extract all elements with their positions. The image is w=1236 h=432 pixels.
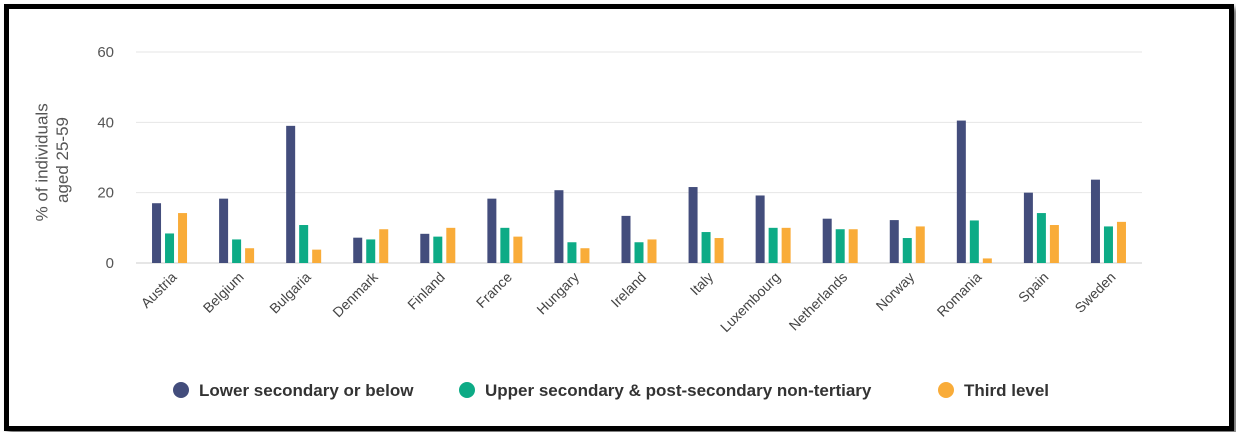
bar-luxembourg-series-1 xyxy=(755,195,765,263)
x-tick-label-finland: Finland xyxy=(404,269,448,313)
bar-bulgaria-series-2 xyxy=(299,225,309,263)
bar-luxembourg-series-3 xyxy=(781,227,791,263)
bar-norway-series-3 xyxy=(915,226,925,263)
bar-norway-series-2 xyxy=(902,238,912,263)
bar-bulgaria-series-3 xyxy=(312,249,322,263)
x-tick-label-belgium: Belgium xyxy=(200,269,247,316)
bar-france-series-3 xyxy=(513,236,523,263)
y-axis-title: % of individuals aged 25-59 xyxy=(33,99,72,222)
x-tick-label-austria: Austria xyxy=(138,269,180,311)
legend-label-series-3: Third level xyxy=(964,381,1049,400)
x-tick-label-romania: Romania xyxy=(934,269,985,320)
legend-marker-series-3 xyxy=(938,382,954,398)
bar-belgium-series-2 xyxy=(232,239,242,263)
bar-spain-series-3 xyxy=(1049,225,1059,263)
y-axis-ticks: 0 20 40 60 xyxy=(97,44,114,272)
x-tick-label-bulgaria: Bulgaria xyxy=(266,269,314,317)
bar-belgium-series-3 xyxy=(245,248,255,263)
x-axis-ticks: Austria Belgium Bulgaria Denmark Finland Fran… xyxy=(138,268,1119,335)
legend-marker-series-1 xyxy=(173,382,189,398)
x-tick-label-france: France xyxy=(473,269,515,311)
bar-italy-series-2 xyxy=(701,232,711,263)
legend-label-series-2: Upper secondary & post-secondary non-ter… xyxy=(485,381,872,400)
x-tick-label-sweden: Sweden xyxy=(1071,269,1118,316)
bar-belgium-series-1 xyxy=(219,198,229,263)
bar-france-series-1 xyxy=(487,198,497,263)
bar-spain-series-2 xyxy=(1036,213,1046,263)
bar-austria-series-2 xyxy=(165,233,175,263)
x-tick-label-luxembourg: Luxembourg xyxy=(717,269,783,335)
bar-finland-series-3 xyxy=(446,227,456,263)
bar-sweden-series-2 xyxy=(1103,226,1113,263)
bar-ireland-series-3 xyxy=(647,239,657,263)
bar-denmark-series-2 xyxy=(366,239,376,263)
x-tick-label-hungary: Hungary xyxy=(533,269,582,318)
legend-label-series-1: Lower secondary or below xyxy=(199,381,414,400)
bar-hungary-series-2 xyxy=(567,242,577,263)
legend: Lower secondary or below Upper secondary … xyxy=(173,381,1049,400)
x-tick-label-netherlands: Netherlands xyxy=(786,269,851,334)
bar-ireland-series-1 xyxy=(621,215,631,263)
bar-italy-series-3 xyxy=(714,238,724,263)
bar-romania-series-3 xyxy=(982,258,992,263)
bar-finland-series-2 xyxy=(433,236,443,263)
bar-netherlands-series-1 xyxy=(822,218,832,263)
bar-austria-series-1 xyxy=(152,203,162,263)
bar-netherlands-series-2 xyxy=(835,229,845,263)
x-tick-label-norway: Norway xyxy=(873,269,918,314)
bar-denmark-series-1 xyxy=(353,237,363,263)
y-tick-label: 60 xyxy=(97,44,114,61)
x-tick-label-ireland: Ireland xyxy=(608,269,650,311)
x-tick-label-denmark: Denmark xyxy=(329,268,381,320)
x-tick-label-spain: Spain xyxy=(1015,269,1052,306)
bar-austria-series-3 xyxy=(178,213,188,263)
bar-series xyxy=(152,120,1126,263)
bar-luxembourg-series-2 xyxy=(768,227,778,263)
bar-sweden-series-1 xyxy=(1090,179,1100,263)
bar-ireland-series-2 xyxy=(634,242,644,263)
y-tick-label: 20 xyxy=(97,185,114,202)
y-tick-label: 40 xyxy=(97,114,114,131)
bar-hungary-series-1 xyxy=(554,190,564,263)
legend-marker-series-2 xyxy=(459,382,475,398)
bar-italy-series-1 xyxy=(688,187,698,263)
bar-norway-series-1 xyxy=(889,220,899,263)
bar-france-series-2 xyxy=(500,227,510,263)
bar-spain-series-1 xyxy=(1023,192,1033,263)
bar-sweden-series-3 xyxy=(1116,221,1126,263)
bar-netherlands-series-3 xyxy=(848,229,858,263)
bar-bulgaria-series-1 xyxy=(286,125,296,263)
bar-denmark-series-3 xyxy=(379,229,389,263)
bar-hungary-series-3 xyxy=(580,248,590,263)
y-tick-label: 0 xyxy=(106,255,114,272)
y-axis-title-line-2: aged 25-59 xyxy=(53,117,72,203)
bar-romania-series-1 xyxy=(956,120,966,263)
x-tick-label-italy: Italy xyxy=(687,269,716,298)
y-axis-title-line-1: % of individuals xyxy=(33,103,52,221)
bar-finland-series-1 xyxy=(420,233,430,263)
bar-romania-series-2 xyxy=(969,220,979,263)
